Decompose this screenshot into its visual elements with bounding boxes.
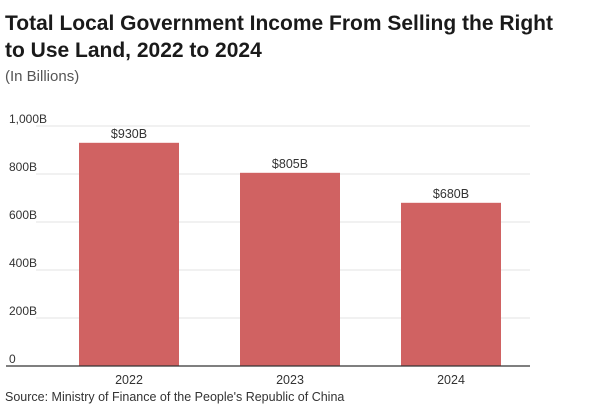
x-tick-label: 2022 <box>115 373 143 387</box>
source-note: Source: Ministry of Finance of the Peopl… <box>5 390 345 404</box>
x-tick-label: 2023 <box>276 373 304 387</box>
y-tick-label: 200B <box>9 304 37 318</box>
y-tick-label: 800B <box>9 160 37 174</box>
y-tick-label: 0 <box>9 352 16 366</box>
chart-subtitle: (In Billions) <box>5 68 80 85</box>
bar-2022 <box>79 142 179 366</box>
data-labels: $930B $805B $680B <box>111 127 469 201</box>
data-label: $930B <box>111 127 147 141</box>
x-tick-label: 2024 <box>437 373 465 387</box>
y-axis-tick-labels: 0 200B 400B 600B 800B 1,000B <box>9 112 47 366</box>
chart-title: Total Local Government Income From Selli… <box>5 12 553 62</box>
y-tick-label: 400B <box>9 256 37 270</box>
bar-2023 <box>240 172 340 366</box>
data-label: $680B <box>433 187 469 201</box>
y-tick-label: 600B <box>9 208 37 222</box>
y-tick-label: 1,000B <box>9 112 47 126</box>
x-axis-tick-labels: 2022 2023 2024 <box>115 373 465 387</box>
data-label: $805B <box>272 157 308 171</box>
bars <box>79 142 501 366</box>
bar-2024 <box>401 202 501 366</box>
